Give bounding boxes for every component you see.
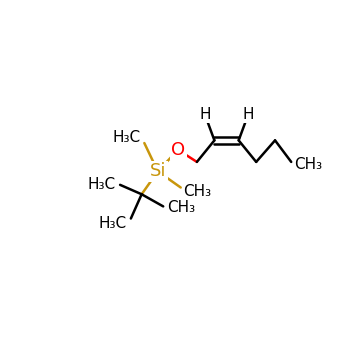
Text: H₃C: H₃C (88, 177, 116, 192)
Text: H₃C: H₃C (99, 216, 127, 231)
Text: CH₃: CH₃ (294, 157, 322, 172)
Text: Si: Si (149, 162, 166, 180)
Text: H₃C: H₃C (112, 130, 140, 145)
Text: H: H (242, 107, 254, 122)
Text: H: H (199, 107, 211, 122)
Text: O: O (171, 141, 185, 159)
Text: CH₃: CH₃ (167, 200, 195, 215)
Text: CH₃: CH₃ (183, 184, 211, 199)
